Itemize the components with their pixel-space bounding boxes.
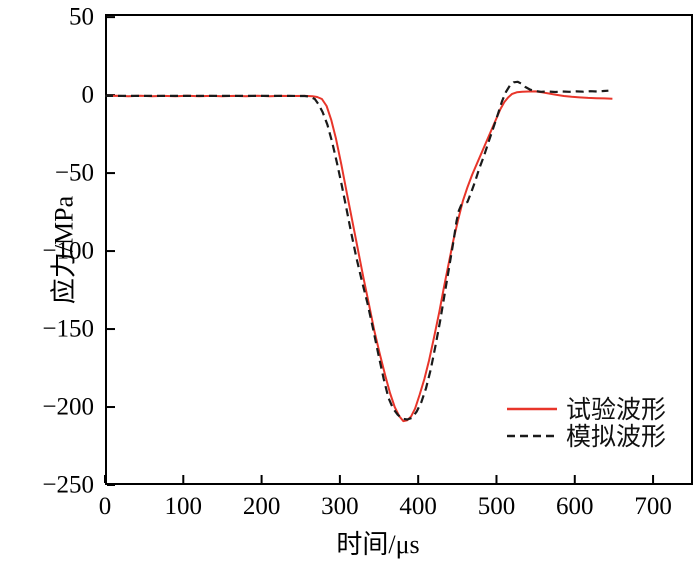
y-tick-label: 0 [81,81,95,109]
y-axis-label: 应力/MPa [49,195,79,305]
y-tick-label: 50 [69,3,94,31]
experimental-curve [104,90,613,423]
x-tick-label: 400 [399,493,437,520]
x-tick-label: 600 [556,493,594,520]
y-tick-label: −200 [42,393,94,421]
dashed-line-swatch-icon [506,429,558,441]
legend-item-experimental: 试验波形 [506,394,666,424]
legend-item-simulated: 模拟波形 [506,421,666,451]
y-tick-label: −100 [42,237,94,265]
x-tick-label: 500 [477,493,516,520]
y-tick-label: −250 [42,471,94,499]
solid-line-swatch-icon [506,402,558,414]
x-tick-label: 700 [634,493,672,520]
legend-label-simulated: 模拟波形 [566,423,667,451]
y-tick-label: −50 [54,159,94,187]
x-tick-label: 100 [164,493,203,520]
legend: 试验波形 模拟波形 [506,394,666,451]
x-tick-label: 0 [98,493,112,520]
legend-label-experimental: 试验波形 [566,396,667,424]
x-tick-label: 300 [321,493,359,520]
x-axis-label: 时间/μs [336,530,420,559]
y-tick-label: −150 [42,315,94,343]
plot-area [105,14,693,485]
simulated-curve [105,80,609,421]
x-tick-label: 200 [242,493,281,520]
